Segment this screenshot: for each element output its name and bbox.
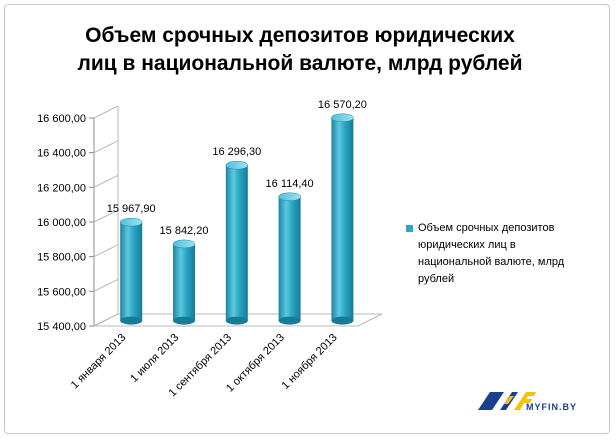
bar [278,196,301,321]
bar-base [331,316,354,325]
y-depth-line [93,105,119,119]
data-label: 16 114,40 [266,178,314,190]
y-depth-line [93,209,119,223]
bar [331,117,354,321]
data-label: 16 296,30 [212,146,261,158]
y-tick-label: 16 600,00 [37,113,86,125]
bar [225,165,248,321]
legend-label-line-3: национальной валюте, млрд [418,256,565,268]
bar-base [120,316,143,325]
x-tick-label: 1 июля 2013 [128,332,181,385]
watermark-text: MYFIN.BY [526,402,578,412]
legend-label-line-2: юридических лиц в [418,239,516,251]
bar [120,222,143,321]
bar [173,243,195,321]
chart-title-line-2: лиц в национальной валюте, млрд рублей [77,52,523,75]
bar-top [278,192,301,202]
bar-base [173,316,195,325]
y-tick-label: 15 400,00 [37,321,86,333]
myfin-logo-icon [478,392,536,410]
y-depth-line [93,174,119,188]
chart-title-line-1: Объем срочных депозитов юридических [85,24,515,47]
y-depth-line [93,278,119,292]
bar-base [278,316,301,325]
x-tick-label: 1 октября 2013 [224,332,287,395]
chart-title: Объем срочных депозитов юридических лиц … [40,22,560,78]
bar-top [119,217,143,227]
y-tick-label: 15 800,00 [37,252,86,264]
y-tick-label: 16 400,00 [37,148,86,160]
legend-label-line-4: рублей [418,273,455,285]
bar-top [225,160,249,170]
x-tick-label: 1 ноября 2013 [280,332,340,392]
chart-frame [4,4,610,434]
y-depth-line [93,140,119,154]
y-depth-line [93,313,119,327]
data-label: 15 842,20 [160,225,209,237]
y-tick-label: 16 200,00 [37,182,86,194]
legend-swatch [406,225,413,232]
data-label: 15 967,90 [107,203,156,215]
legend-label: Объем срочных депозитов юридических лиц … [418,220,588,288]
bar-top [331,113,354,123]
y-tick-label: 15 600,00 [37,286,86,298]
bar-base [225,316,248,325]
x-tick-label: 1 января 2013 [69,332,129,392]
y-tick-label: 16 000,00 [37,217,86,229]
y-depth-line [93,244,119,258]
legend-label-line-1: Объем срочных депозитов [418,222,555,234]
data-label: 16 570,20 [318,99,367,111]
bar-top [172,239,196,249]
